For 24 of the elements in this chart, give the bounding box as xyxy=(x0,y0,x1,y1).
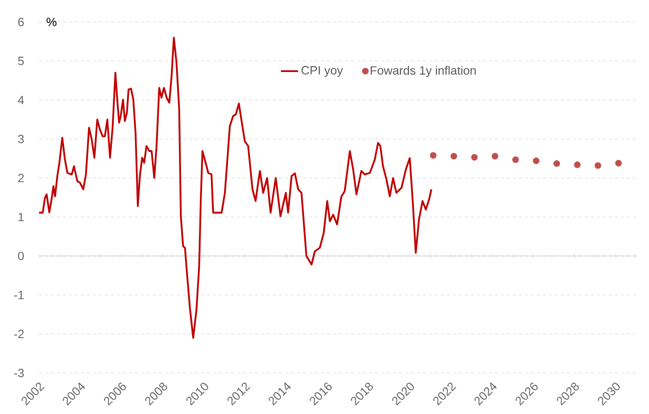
y-tick-label: 3 xyxy=(18,134,24,144)
y-tick-label: 0 xyxy=(18,252,24,260)
y-tick-label: -3 xyxy=(14,368,24,378)
point xyxy=(430,152,437,159)
legend-label: Fowards 1y inflation xyxy=(370,66,476,78)
point xyxy=(574,161,581,168)
y-tick-label: 1 xyxy=(18,212,24,222)
y-tick-label: 4 xyxy=(18,96,24,104)
point xyxy=(553,160,560,167)
point xyxy=(492,152,498,160)
legend-label: CPI yoy xyxy=(302,66,343,77)
point xyxy=(615,160,622,166)
y-tick-label: -2 xyxy=(14,330,24,338)
y-tick-label: 5 xyxy=(18,56,24,66)
y-axis-title: % xyxy=(46,18,56,26)
point xyxy=(594,162,602,169)
y-tick-label: 2 xyxy=(18,174,24,182)
line-series xyxy=(38,36,432,339)
y-tick-label: 6 xyxy=(18,18,24,26)
point xyxy=(471,154,478,161)
y-tick-label: -1 xyxy=(14,290,24,300)
point xyxy=(512,156,519,163)
point xyxy=(532,158,540,164)
point xyxy=(450,152,458,160)
